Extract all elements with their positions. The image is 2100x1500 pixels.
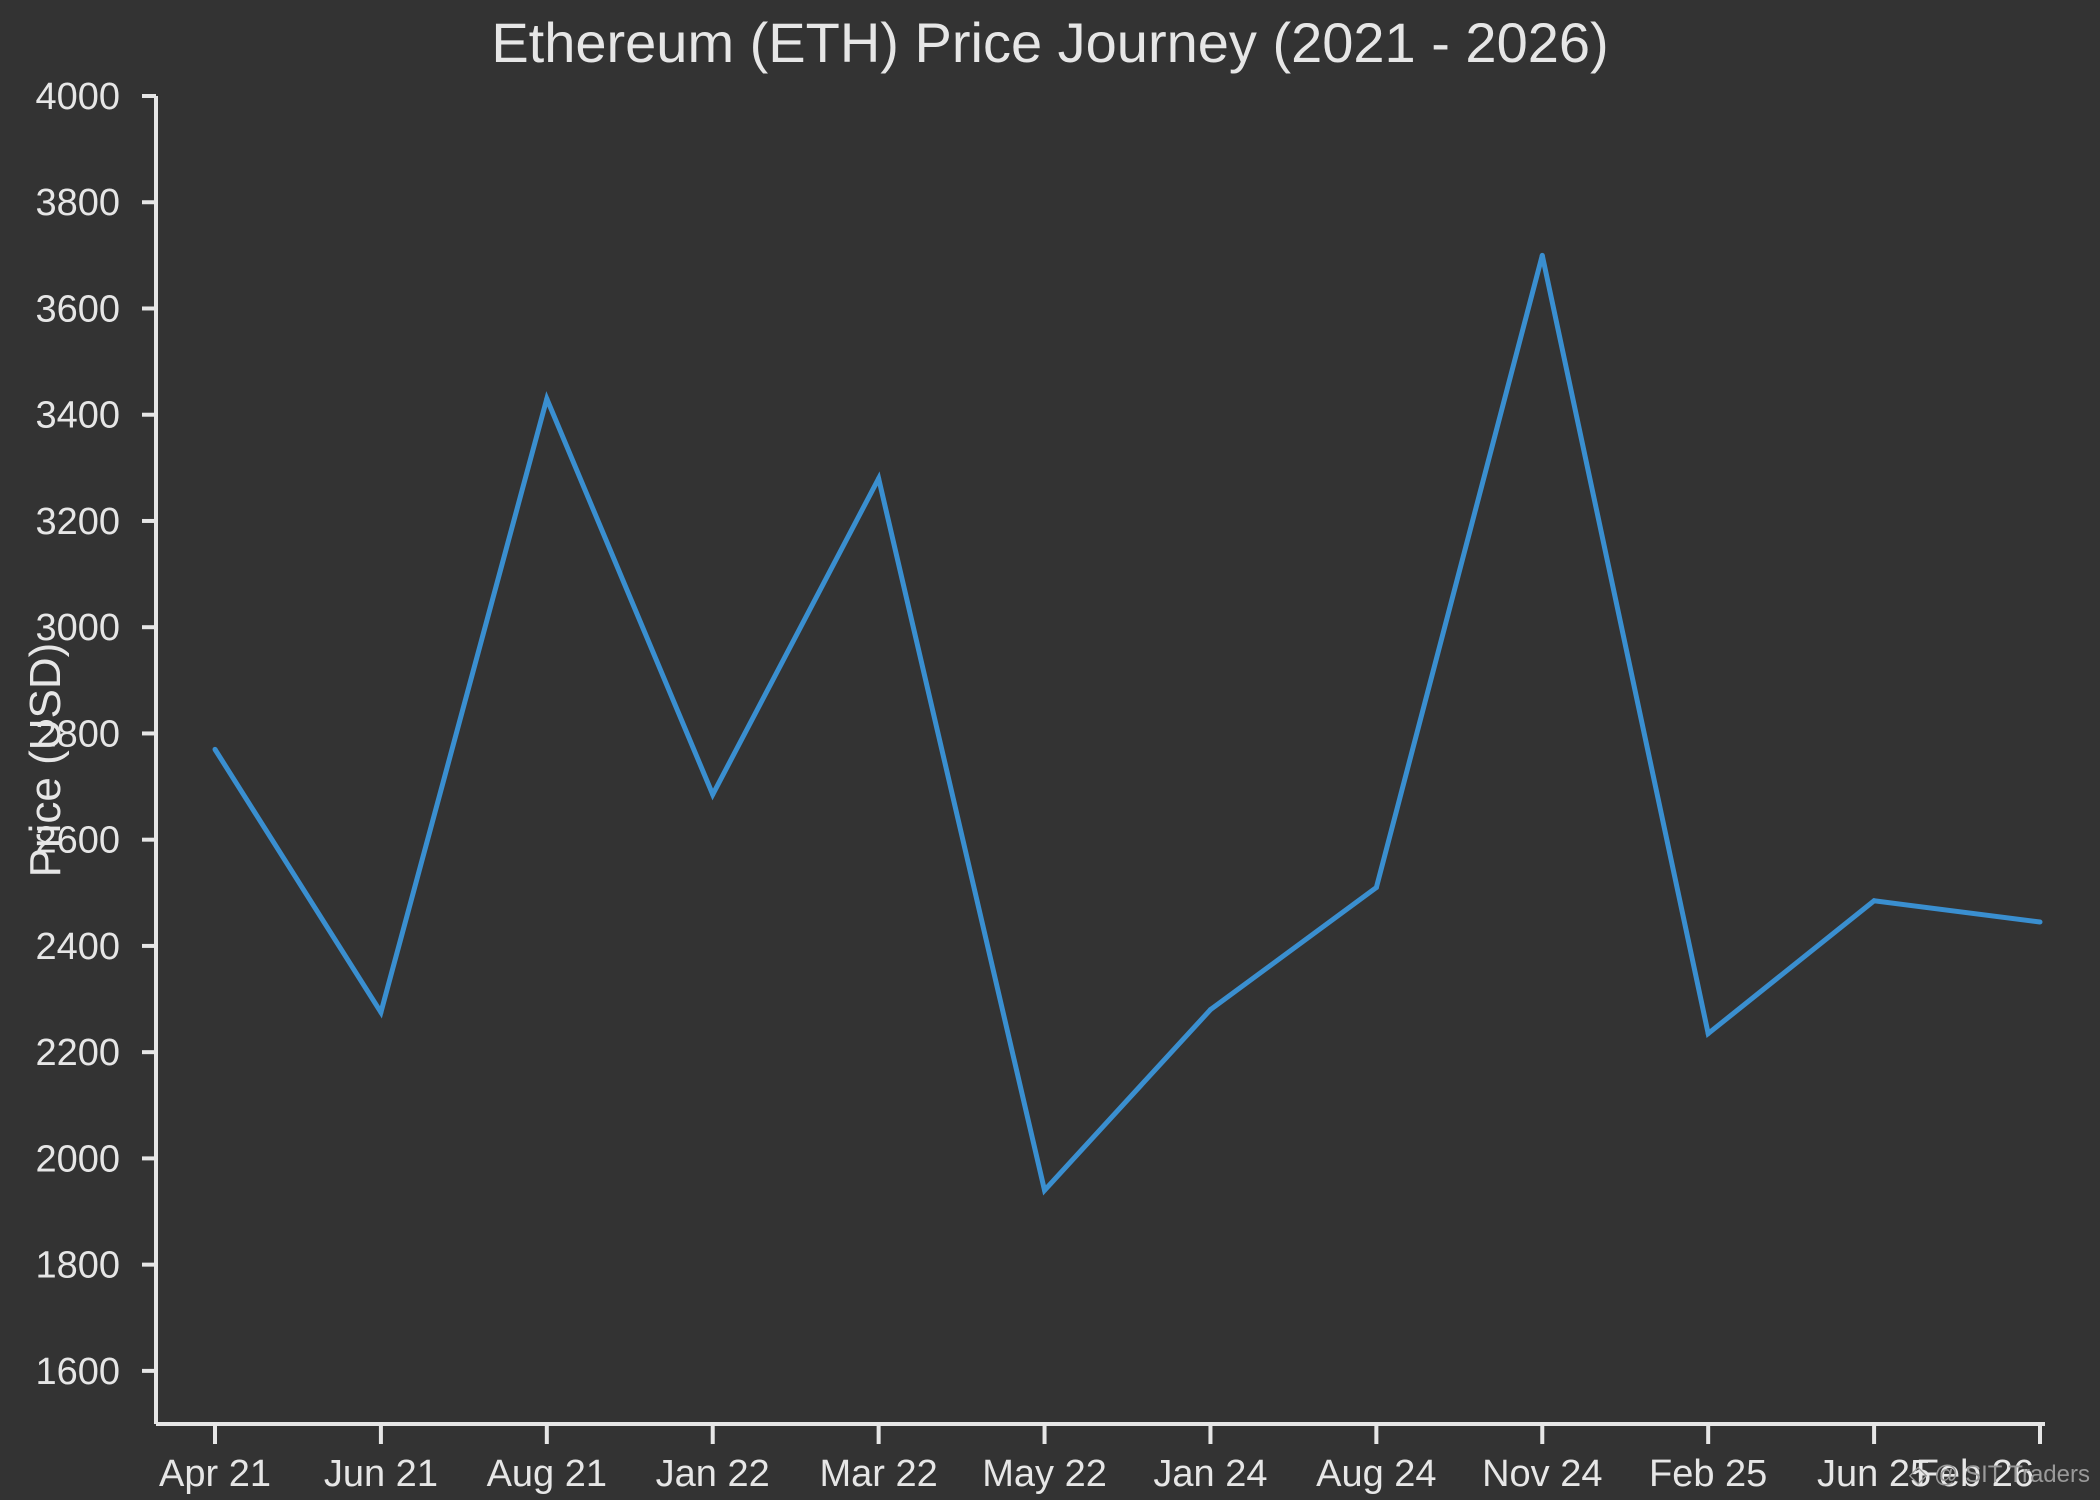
x-tick-label: Jun 21 xyxy=(324,1453,438,1495)
y-tick-label: 1600 xyxy=(35,1351,120,1393)
x-tick-label: Jan 24 xyxy=(1153,1453,1267,1495)
data-point xyxy=(1539,252,1545,258)
x-tick-label: May 22 xyxy=(982,1453,1107,1495)
data-point xyxy=(710,792,716,798)
data-point xyxy=(212,746,218,752)
x-tick-label: Jun 25 xyxy=(1817,1453,1931,1495)
data-point xyxy=(544,396,550,402)
data-point xyxy=(1705,1031,1711,1037)
y-tick-label: 3200 xyxy=(35,501,120,543)
series-layer xyxy=(212,252,2043,1196)
y-axis-label: Price (USD) xyxy=(21,643,70,878)
x-tick-label: Nov 24 xyxy=(1482,1453,1602,1495)
x-tick-label: Aug 24 xyxy=(1316,1453,1436,1495)
data-point xyxy=(876,475,882,481)
x-tick-label: Mar 22 xyxy=(819,1453,937,1495)
y-tick-label: 3600 xyxy=(35,288,120,330)
x-tick-label: Apr 21 xyxy=(159,1453,271,1495)
data-point xyxy=(1871,898,1877,904)
y-tick-label: 2400 xyxy=(35,926,120,968)
y-tick-label: 2600 xyxy=(35,820,120,862)
data-point xyxy=(2037,919,2043,925)
x-tick-label: Jan 22 xyxy=(656,1453,770,1495)
data-point xyxy=(1373,884,1379,890)
y-tick-label: 3000 xyxy=(35,607,120,649)
data-point xyxy=(1042,1187,1048,1193)
y-axis-ticks: 1600 1800 2000 2200 2400 2600 2800 3000 3200 3400… xyxy=(35,76,156,1393)
y-tick-label: 3800 xyxy=(35,182,120,224)
y-tick-label: 2200 xyxy=(35,1032,120,1074)
y-tick-label: 4000 xyxy=(35,76,120,118)
data-point xyxy=(378,1009,384,1015)
series-line xyxy=(212,254,2041,1196)
y-tick-label: 3400 xyxy=(35,395,120,437)
y-tick-label: 1800 xyxy=(35,1245,120,1287)
watermark: ◇ @ SIT Traders xyxy=(1909,1461,2090,1488)
chart-title: Ethereum (ETH) Price Journey (2021 - 202… xyxy=(491,11,1608,74)
y-tick-label: 2000 xyxy=(35,1138,120,1180)
x-tick-label: Feb 26 xyxy=(1916,1453,2034,1495)
x-tick-label: Aug 21 xyxy=(487,1453,607,1495)
data-point xyxy=(1207,1007,1213,1013)
y-tick-label: 2800 xyxy=(35,713,120,755)
x-axis-ticks: Apr 21 Jun 21 Aug 21 Jan 22 Mar 22 May 22 Jan … xyxy=(159,1424,2042,1495)
x-tick-label: Feb 25 xyxy=(1649,1453,1767,1495)
